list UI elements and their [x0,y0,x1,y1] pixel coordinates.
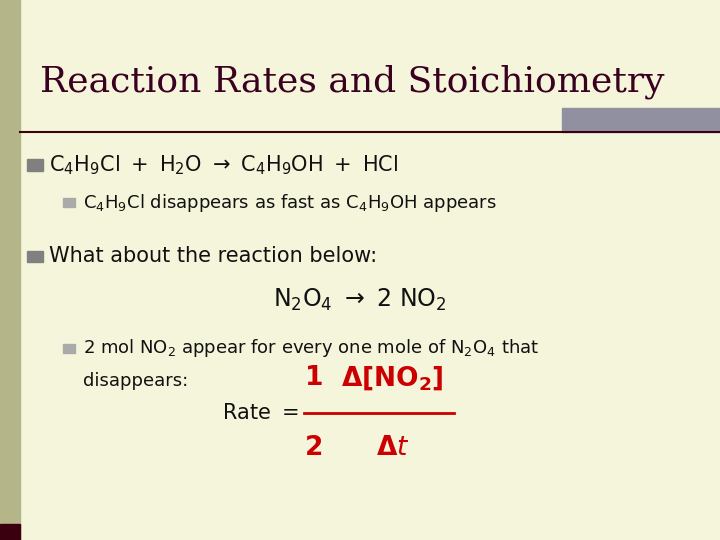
Bar [27,159,43,171]
Bar [63,198,75,207]
Bar [27,251,43,262]
Bar [0,0,20,540]
Text: $\mathbf{2}$: $\mathbf{2}$ [304,435,323,461]
Bar [562,108,720,132]
Text: Reaction Rates and Stoichiometry: Reaction Rates and Stoichiometry [40,65,664,99]
Bar [0,524,20,540]
Text: $\mathbf{\Delta[NO_2]}$: $\mathbf{\Delta[NO_2]}$ [341,364,444,392]
Text: $\mathbf{\Delta\mathit{t}}$: $\mathbf{\Delta\mathit{t}}$ [376,435,409,461]
Text: $\mathrm{N_2O_4\ \rightarrow\ 2\ NO_2}$: $\mathrm{N_2O_4\ \rightarrow\ 2\ NO_2}$ [273,287,447,313]
Text: Rate $=$: Rate $=$ [222,403,299,423]
Text: 2 mol $\mathrm{NO_2}$ appear for every one mole of $\mathrm{N_2O_4}$ that: 2 mol $\mathrm{NO_2}$ appear for every o… [83,338,539,359]
Text: What about the reaction below:: What about the reaction below: [49,246,377,267]
Text: disappears:: disappears: [83,372,188,390]
Bar [63,344,75,353]
Text: $\mathrm{C_4H_9Cl\ +\ H_2O\ \rightarrow\ C_4H_9OH\ +\ HCl}$: $\mathrm{C_4H_9Cl\ +\ H_2O\ \rightarrow\… [49,153,398,177]
Text: $\mathrm{C_4H_9Cl}$ disappears as fast as $\mathrm{C_4H_9OH}$ appears: $\mathrm{C_4H_9Cl}$ disappears as fast a… [83,192,496,213]
Text: $\mathbf{1}$: $\mathbf{1}$ [304,365,323,391]
